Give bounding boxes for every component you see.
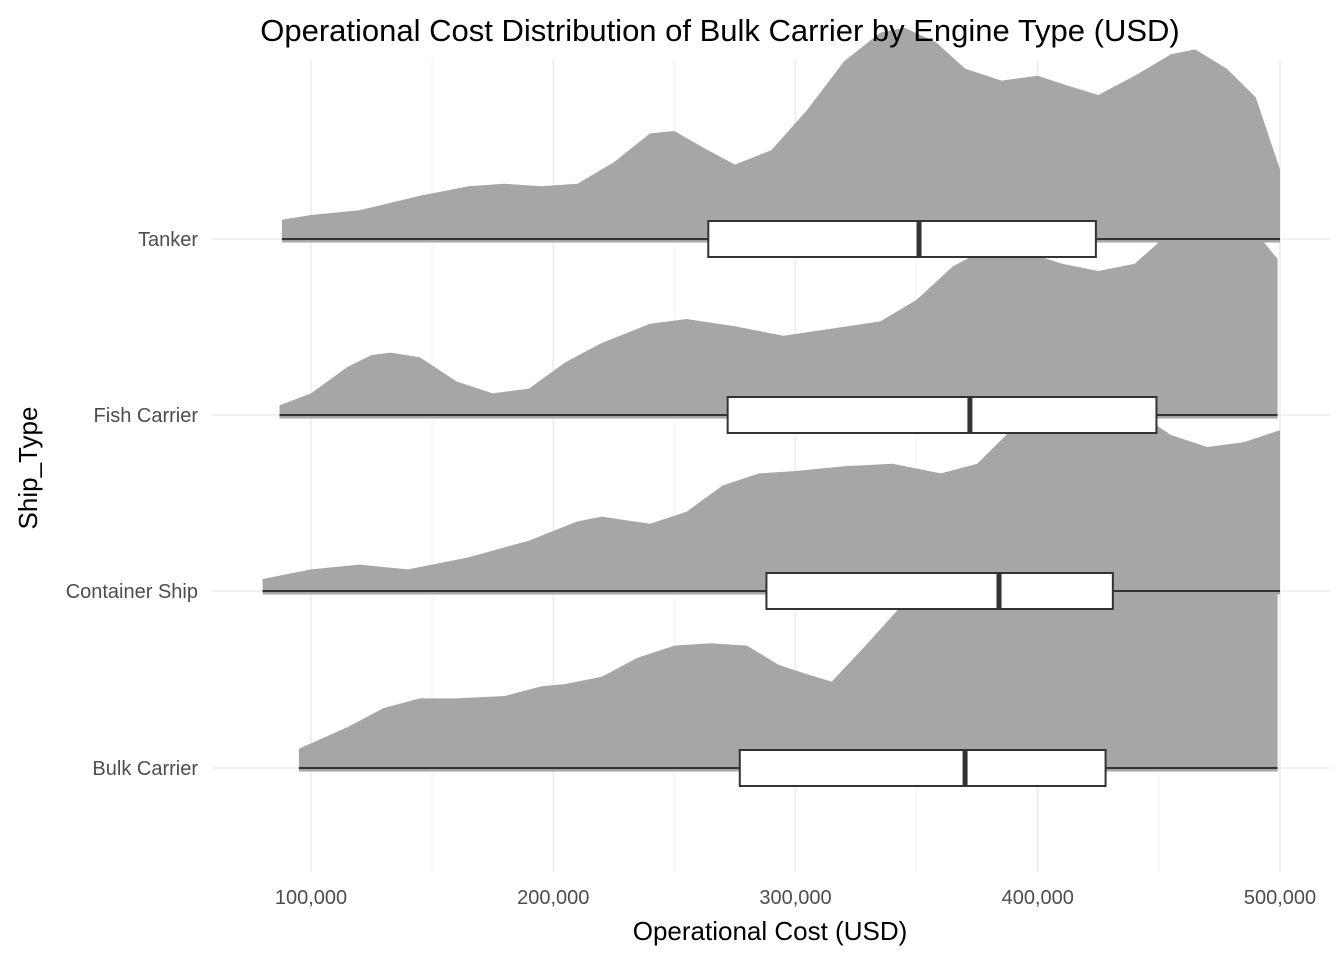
y-axis-title: Ship_Type: [13, 407, 43, 530]
y-tick-label: Container Ship: [66, 581, 198, 603]
ridge-group: [262, 382, 1281, 610]
ridge-layer: [262, 27, 1281, 787]
x-tick-label: 500,000: [1244, 887, 1316, 909]
y-tick-label: Bulk Carrier: [92, 758, 198, 780]
x-tick-label: 200,000: [517, 887, 589, 909]
chart-title: Operational Cost Distribution of Bulk Ca…: [260, 13, 1179, 48]
x-tick-labels: 100,000 200,000 300,000 400,000 500,000: [275, 887, 1316, 909]
boxplot-box: [726, 396, 1158, 434]
boxplot-box: [765, 572, 1114, 610]
density-ridge: [262, 382, 1281, 591]
boxplot-box: [707, 220, 1097, 258]
x-axis-title: Operational Cost (USD): [633, 916, 908, 946]
x-tick-label: 100,000: [275, 887, 347, 909]
y-tick-labels: Bulk Carrier Container Ship Fish Carrier Ta…: [66, 229, 199, 780]
boxplot-box: [738, 749, 1107, 787]
x-tick-label: 400,000: [1002, 887, 1074, 909]
density-ridge: [281, 27, 1280, 239]
y-tick-label: Fish Carrier: [94, 405, 199, 427]
y-tick-label: Tanker: [138, 229, 198, 251]
x-tick-label: 300,000: [759, 887, 831, 909]
ridge-group: [281, 27, 1280, 258]
